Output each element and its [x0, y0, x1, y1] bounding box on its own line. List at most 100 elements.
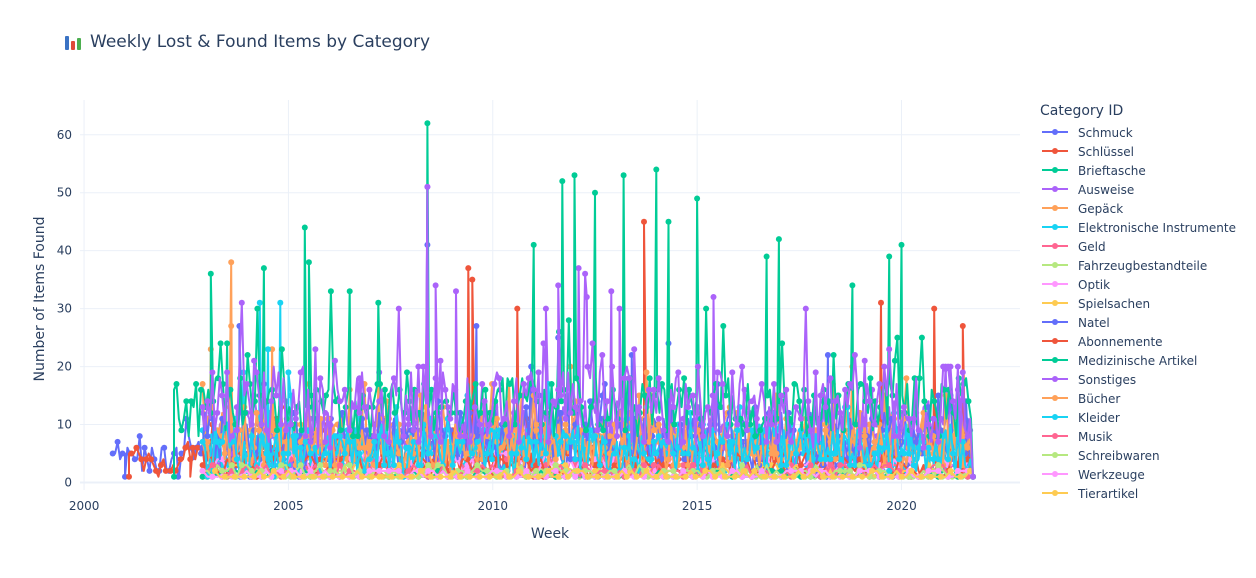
series-point	[404, 369, 410, 376]
series-point	[375, 299, 382, 306]
legend-swatch-icon	[1040, 294, 1070, 313]
series-point	[148, 456, 155, 463]
series-point	[199, 473, 206, 480]
series-point	[650, 427, 657, 434]
series-point	[233, 427, 240, 434]
series-point	[161, 444, 168, 451]
series-point	[611, 467, 618, 474]
series-point	[954, 363, 961, 370]
legend-item[interactable]: Bücher	[1040, 389, 1252, 408]
series-point	[183, 398, 190, 405]
legend-item[interactable]: Tierartikel	[1040, 484, 1252, 503]
legend-item[interactable]: Optik	[1040, 275, 1252, 294]
series-point	[277, 299, 284, 306]
series-point	[714, 450, 721, 457]
legend-item[interactable]: Schmuck	[1040, 123, 1252, 142]
series-point	[515, 438, 522, 445]
series-point	[520, 381, 527, 387]
series-point	[228, 323, 235, 329]
series-point	[918, 473, 925, 480]
series-point	[722, 392, 729, 399]
legend-item[interactable]: Schreibwaren	[1040, 446, 1252, 465]
series-point	[800, 473, 807, 480]
series-point	[558, 398, 565, 405]
series-point	[552, 462, 559, 469]
legend-item[interactable]: Geld	[1040, 237, 1252, 256]
series-point	[350, 433, 356, 440]
series-point	[332, 433, 338, 440]
series-point	[947, 467, 954, 474]
series-point	[894, 334, 901, 341]
legend-item[interactable]: Musik	[1040, 427, 1252, 446]
series-point	[211, 467, 218, 474]
series-point	[427, 473, 434, 480]
legend-label: Bücher	[1078, 391, 1121, 406]
legend-item[interactable]: Elektronische Instrumente	[1040, 218, 1252, 237]
series-point	[567, 409, 574, 416]
series-point	[428, 386, 435, 393]
legend-item[interactable]: Schlüssel	[1040, 142, 1252, 161]
series-point	[964, 433, 971, 440]
series-point	[400, 433, 407, 440]
series-point	[557, 409, 564, 416]
legend-swatch-icon	[1040, 351, 1070, 370]
legend-item[interactable]: Natel	[1040, 313, 1252, 332]
x-tick-label: 2005	[273, 499, 304, 513]
legend-label: Musik	[1078, 429, 1113, 444]
series-point	[437, 438, 444, 445]
legend-item[interactable]: Werkzeuge	[1040, 465, 1252, 484]
legend-item[interactable]: Ausweise	[1040, 180, 1252, 199]
series-point	[388, 473, 395, 480]
legend-item[interactable]: Medizinische Artikel	[1040, 351, 1252, 370]
series-point	[466, 438, 473, 445]
series-point	[739, 462, 746, 469]
series-point	[775, 236, 782, 243]
x-tick-label: 2010	[478, 499, 509, 513]
series-point	[583, 294, 590, 300]
series-point	[741, 467, 748, 474]
series-point	[523, 456, 530, 463]
series-point	[665, 438, 672, 445]
series-point	[680, 450, 687, 457]
series-point	[719, 438, 726, 445]
series-point	[605, 415, 611, 422]
legend-item[interactable]: Abonnemente	[1040, 332, 1252, 351]
series-point	[562, 462, 569, 469]
legend-item[interactable]: Spielsachen	[1040, 294, 1252, 313]
series-point	[528, 438, 535, 445]
series-point	[557, 392, 564, 399]
series-point	[633, 473, 640, 480]
series-point	[790, 473, 797, 480]
series-point	[327, 444, 334, 451]
series-point	[454, 438, 461, 445]
series-point	[583, 427, 589, 434]
legend-item[interactable]: Kleider	[1040, 408, 1252, 427]
series-point	[307, 467, 314, 474]
series-point	[720, 323, 727, 329]
series-point	[219, 467, 226, 474]
legend-item[interactable]: Fahrzeugbestandteile	[1040, 256, 1252, 275]
series-point	[476, 421, 483, 428]
series-point	[954, 467, 961, 474]
series-point	[173, 381, 180, 387]
legend-item[interactable]: Brieftasche	[1040, 161, 1252, 180]
series-point	[177, 456, 184, 463]
series-point	[703, 305, 710, 312]
series-point	[339, 409, 346, 416]
series-point	[395, 450, 402, 457]
series-point	[390, 462, 397, 469]
series-point	[753, 415, 760, 422]
legend-title: Category ID	[1040, 103, 1124, 119]
legend-item[interactable]: Gepäck	[1040, 199, 1252, 218]
series-point	[832, 450, 839, 457]
series-point	[219, 392, 226, 399]
series-point	[153, 467, 159, 474]
x-axis-ticks: 2000 2005 2010 2015 2020	[69, 499, 917, 513]
series-point	[839, 473, 846, 480]
series-point	[744, 456, 750, 463]
series-point	[354, 433, 361, 440]
series-point	[680, 467, 687, 474]
series-point	[663, 473, 670, 480]
series-point	[469, 276, 476, 283]
legend-item[interactable]: Sonstiges	[1040, 370, 1252, 389]
